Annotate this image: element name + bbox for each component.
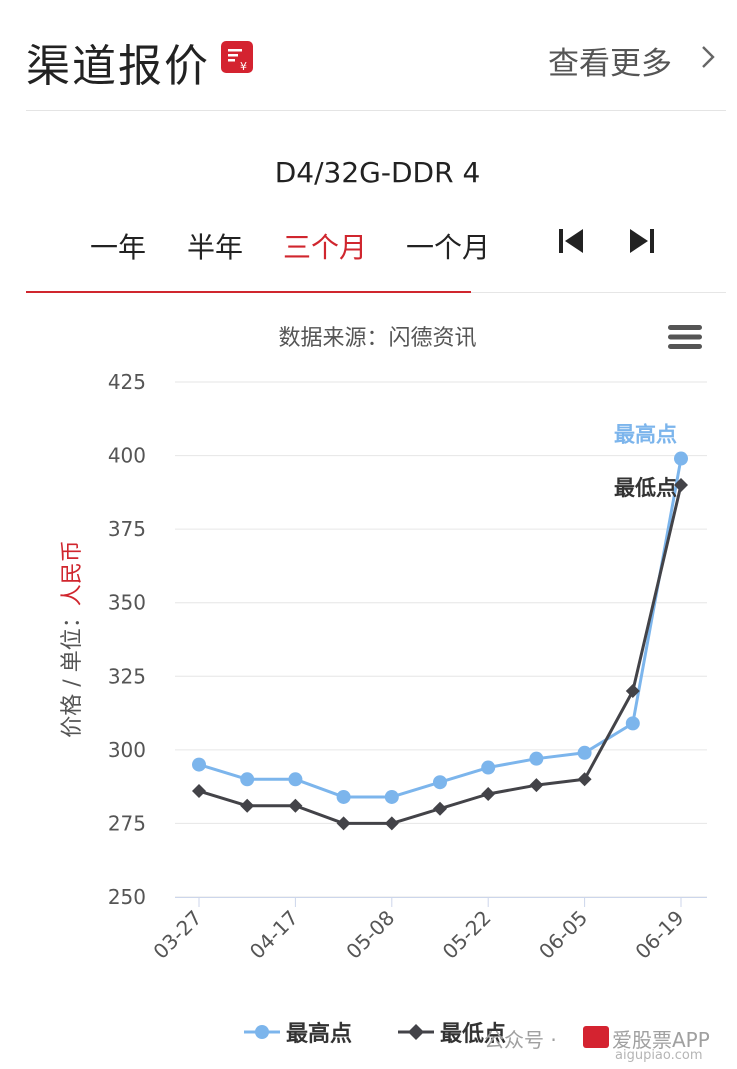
y-tick-label: 425 <box>108 370 146 394</box>
watermark-url: aigupiao.com <box>615 1048 703 1063</box>
chevron-right-icon[interactable] <box>697 42 719 72</box>
legend-item-low[interactable]: 最低点 <box>396 1016 506 1048</box>
watermark-prefix: 公众号 · <box>484 1028 557 1052</box>
page-title: 渠道报价 <box>26 41 210 92</box>
x-tick-label: 05-08 <box>341 906 399 964</box>
channel-quote-header: 渠道报价 ¥ 查看更多 <box>0 0 737 110</box>
price-line-chart: 250 275 300 325 350 375 400 425 03-27 04-17 05-08 0… <box>108 370 707 964</box>
y-tick-label: 300 <box>108 738 146 762</box>
tab-one-month[interactable]: 一个月 <box>406 231 491 264</box>
tab-one-year[interactable]: 一年 <box>90 231 147 264</box>
quote-document-icon: ¥ <box>221 41 253 73</box>
data-label-low: 最低点 <box>614 476 677 500</box>
data-point-high <box>433 775 447 790</box>
data-point-low <box>674 478 688 492</box>
data-point-low <box>529 778 544 793</box>
x-tick-label: 03-27 <box>148 906 206 964</box>
x-tick-label: 05-22 <box>438 906 496 964</box>
legend-marker-low <box>398 1024 434 1040</box>
data-point-high <box>481 760 496 775</box>
x-tick-label: 04-17 <box>245 906 303 964</box>
svg-text:¥: ¥ <box>240 60 247 73</box>
data-point-low <box>384 816 399 831</box>
y-tick-label: 400 <box>108 444 146 468</box>
data-point-low <box>240 798 255 813</box>
view-more-link[interactable]: 查看更多 <box>548 46 672 82</box>
skip-to-end-icon[interactable] <box>627 226 657 256</box>
watermark-name: 爱股票APP <box>612 1028 710 1052</box>
y-tick-label: 250 <box>108 885 146 909</box>
header-divider <box>26 110 726 111</box>
menu-icon[interactable] <box>666 322 704 352</box>
data-point-low <box>433 801 447 816</box>
legend-marker-high <box>244 1025 280 1039</box>
data-point-low <box>481 787 496 801</box>
y-tick-label: 325 <box>108 664 146 688</box>
data-point-low <box>288 798 303 813</box>
legend-item-high[interactable]: 最高点 <box>242 1016 352 1048</box>
data-point-high <box>240 772 255 787</box>
data-point-high <box>674 451 688 466</box>
tab-three-months[interactable]: 三个月 <box>283 231 368 264</box>
y-tick-label: 350 <box>108 591 146 615</box>
product-title: D4/32G-DDR 4 <box>274 156 481 189</box>
series-line-low <box>198 484 683 825</box>
y-tick-label: 275 <box>108 811 146 835</box>
data-point-high <box>336 789 351 804</box>
data-point-low <box>577 772 592 787</box>
data-source-label: 数据来源：闪德资讯 <box>278 326 477 351</box>
y-tick-label: 375 <box>108 517 146 541</box>
data-point-high <box>288 772 303 787</box>
data-point-low <box>336 816 351 831</box>
watermark-logo-icon <box>583 1026 609 1048</box>
skip-to-start-icon[interactable] <box>556 226 586 256</box>
series-line-high <box>198 458 683 799</box>
data-point-low <box>192 784 206 799</box>
data-point-high <box>192 757 206 772</box>
data-label-high: 最高点 <box>614 423 677 447</box>
tab-half-year[interactable]: 半年 <box>187 231 244 264</box>
x-tick-label: 06-19 <box>630 906 688 964</box>
legend-label-high: 最高点 <box>286 1022 353 1047</box>
data-point-high <box>577 745 592 760</box>
data-point-high <box>384 789 399 804</box>
data-point-high <box>529 751 544 766</box>
active-tab-indicator <box>26 291 471 293</box>
data-point-high <box>625 716 640 731</box>
x-tick-label: 06-05 <box>534 906 592 964</box>
legend-label-low: 最低点 <box>440 1022 507 1047</box>
data-point-low <box>625 684 640 698</box>
